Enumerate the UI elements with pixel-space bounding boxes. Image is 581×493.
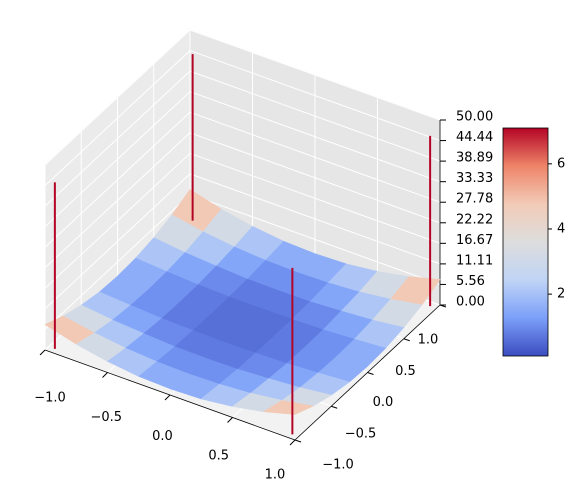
grid-line — [44, 50, 191, 186]
z-tick-label: 5.56 — [456, 274, 485, 289]
z-tick-label: 38.89 — [456, 151, 493, 166]
grid-line — [189, 152, 441, 244]
y-tick-label: 0.5 — [395, 364, 416, 379]
grid-line — [189, 29, 441, 121]
grid-line — [189, 173, 441, 265]
z-tick-label: 0.00 — [456, 295, 485, 310]
x-tick — [227, 417, 233, 423]
y-tick — [294, 439, 302, 443]
grid-line — [189, 70, 441, 162]
colorbar-tick-label: 6 — [557, 156, 565, 171]
grid-line — [189, 50, 441, 142]
z-tick-label: 44.44 — [456, 130, 493, 145]
grid-line — [44, 132, 191, 269]
x-tick-label: 0.0 — [152, 429, 173, 444]
y-tick-label: −1.0 — [322, 458, 354, 473]
grid-line — [189, 132, 441, 224]
y-tick-label: 0.0 — [373, 395, 394, 410]
colorbar — [502, 127, 549, 357]
grid-line — [44, 194, 191, 330]
surface-patch — [262, 400, 315, 415]
y-tick — [367, 372, 374, 375]
x-tick-label: 0.5 — [208, 448, 229, 463]
grid-line — [44, 173, 191, 310]
z-tick-label: 33.33 — [456, 171, 493, 186]
grid-line — [189, 111, 441, 203]
grid-line — [44, 111, 191, 248]
z-tick-label: 16.67 — [456, 233, 493, 248]
x-tick — [164, 394, 171, 401]
x-tick — [39, 349, 46, 356]
x-tick-label: 1.0 — [265, 468, 286, 483]
y-tick-label: 1.0 — [418, 333, 439, 348]
grid-line — [44, 91, 191, 228]
colorbar-tick-label: 2 — [557, 287, 565, 302]
x-tick — [289, 439, 296, 446]
grid-line — [189, 91, 441, 183]
x-tick-label: −1.0 — [34, 391, 66, 406]
y-tick — [331, 405, 338, 409]
grid-line — [44, 70, 191, 207]
x-tick-label: −0.5 — [90, 410, 122, 425]
z-tick-label: 50.00 — [456, 110, 493, 125]
y-tick — [403, 338, 410, 342]
grid-line — [44, 152, 191, 289]
z-tick-label: 27.78 — [456, 192, 493, 207]
x-tick — [102, 372, 108, 378]
colorbar-tick-label: 4 — [557, 221, 565, 236]
y-tick-label: −0.5 — [345, 426, 377, 441]
grid-line — [44, 29, 191, 166]
z-tick-label: 11.11 — [456, 253, 493, 268]
z-tick-label: 22.22 — [456, 212, 493, 227]
grid-line — [189, 193, 441, 285]
